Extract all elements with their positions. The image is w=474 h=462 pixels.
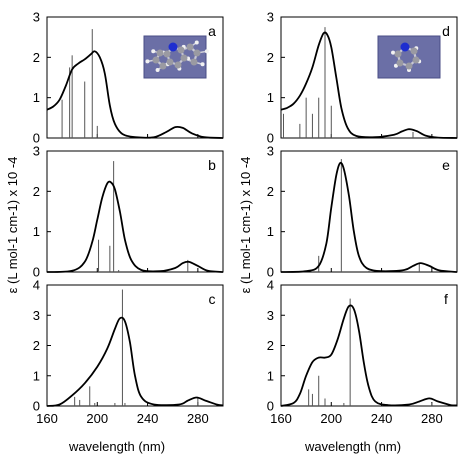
panel-letter: f bbox=[444, 291, 448, 307]
molecule-carbon-atom bbox=[412, 56, 420, 64]
y-tick-label: 1 bbox=[267, 224, 274, 239]
plot-frame bbox=[46, 284, 224, 407]
y-tick-label: 3 bbox=[267, 144, 274, 159]
x-tick-label: 240 bbox=[371, 411, 393, 426]
molecule-carbon-atom bbox=[396, 59, 404, 67]
molecule-carbon-atom bbox=[394, 50, 402, 58]
y-tick-label: 2 bbox=[33, 338, 40, 353]
x-axis-title-left: wavelength (nm) bbox=[68, 439, 165, 454]
molecule-carbon-atom bbox=[159, 62, 167, 70]
absorption-curve bbox=[46, 180, 224, 273]
molecule-structure-icon bbox=[391, 42, 422, 73]
panel-a: 0 1 2 3 a bbox=[33, 10, 224, 146]
molecule-hydrogen bbox=[391, 50, 396, 55]
panel-f: 0 1 2 3 4 160 200 240 280 f bbox=[267, 278, 458, 426]
molecule-carbon-atom bbox=[156, 49, 164, 57]
molecule-carbon-atom bbox=[166, 58, 174, 66]
x-tick-label: 160 bbox=[270, 411, 292, 426]
absorption-curve bbox=[280, 304, 458, 407]
molecule-carbon-atom bbox=[410, 47, 418, 55]
absorption-curve bbox=[280, 161, 458, 273]
y-tick-label: 1 bbox=[267, 368, 274, 383]
absorption-curve bbox=[46, 316, 224, 407]
y-tick-label: 1 bbox=[33, 90, 40, 105]
molecule-structure-icon bbox=[145, 40, 209, 73]
y-tick-label: 2 bbox=[33, 184, 40, 199]
y-tick-label: 2 bbox=[33, 50, 40, 65]
plot-frame bbox=[280, 150, 458, 273]
panel-e: 0 1 2 3 e bbox=[267, 144, 458, 280]
molecule-hydrogen bbox=[151, 49, 156, 54]
y-tick-label: 3 bbox=[267, 10, 274, 25]
panel-letter: a bbox=[208, 23, 216, 39]
plot-frame bbox=[46, 150, 224, 273]
y-tick-label: 2 bbox=[267, 50, 274, 65]
panel-d: 0 1 2 3 d bbox=[267, 10, 458, 146]
absorption-curve bbox=[280, 31, 458, 139]
y-tick-label: 1 bbox=[33, 368, 40, 383]
molecule-carbon-atom bbox=[180, 54, 188, 62]
molecule-hydrogen bbox=[200, 62, 205, 67]
x-tick-label: 280 bbox=[187, 411, 209, 426]
molecule-hydrogen bbox=[145, 59, 150, 64]
x-tick-label: 200 bbox=[320, 411, 342, 426]
y-axis-title-right: ε (L mol-1 cm-1) x 10 -4 bbox=[238, 157, 253, 294]
y-tick-label: 0 bbox=[33, 131, 40, 146]
y-tick-label: 3 bbox=[267, 308, 274, 323]
absorption-curve bbox=[46, 50, 224, 139]
y-tick-label: 3 bbox=[33, 10, 40, 25]
panel-letter: e bbox=[442, 157, 450, 173]
y-tick-label: 0 bbox=[33, 399, 40, 414]
molecule-carbon-atom bbox=[193, 49, 201, 57]
y-tick-label: 2 bbox=[267, 338, 274, 353]
y-tick-label: 0 bbox=[267, 131, 274, 146]
y-axis-title-left: ε (L mol-1 cm-1) x 10 -4 bbox=[5, 157, 20, 294]
molecule-carbon-atom bbox=[174, 61, 182, 69]
molecule-nitrogen-atom bbox=[400, 42, 410, 52]
y-tick-label: 4 bbox=[33, 278, 40, 293]
y-tick-label: 0 bbox=[267, 265, 274, 280]
y-tick-label: 0 bbox=[267, 399, 274, 414]
molecule-carbon-atom bbox=[163, 50, 171, 58]
panel-letter: c bbox=[209, 291, 216, 307]
molecule-hydrogen bbox=[204, 49, 209, 54]
molecule-hydrogen bbox=[155, 68, 160, 73]
x-tick-label: 160 bbox=[36, 411, 58, 426]
x-axis-title-right: wavelength (nm) bbox=[304, 439, 401, 454]
molecule-carbon-atom bbox=[177, 46, 185, 54]
molecule-nitrogen-atom bbox=[168, 42, 178, 52]
y-tick-label: 1 bbox=[33, 224, 40, 239]
y-tick-label: 1 bbox=[267, 90, 274, 105]
x-tick-label: 280 bbox=[421, 411, 443, 426]
x-tick-label: 240 bbox=[137, 411, 159, 426]
molecule-carbon-atom bbox=[190, 58, 198, 66]
panel-c: 0 1 2 3 4 160 200 240 280 c bbox=[33, 278, 224, 426]
y-tick-label: 0 bbox=[33, 265, 40, 280]
y-tick-label: 3 bbox=[33, 144, 40, 159]
molecule-carbon-atom bbox=[405, 62, 413, 70]
panel-b: 0 1 2 3 b bbox=[33, 144, 224, 280]
panel-letter: b bbox=[208, 157, 216, 173]
panel-letter: d bbox=[442, 23, 450, 39]
y-tick-label: 4 bbox=[267, 278, 274, 293]
molecule-hydrogen bbox=[194, 40, 199, 45]
molecule-carbon-atom bbox=[186, 43, 194, 51]
molecule-carbon-atom bbox=[152, 56, 160, 64]
x-tick-label: 200 bbox=[86, 411, 108, 426]
y-tick-label: 3 bbox=[33, 308, 40, 323]
y-tick-label: 2 bbox=[267, 184, 274, 199]
